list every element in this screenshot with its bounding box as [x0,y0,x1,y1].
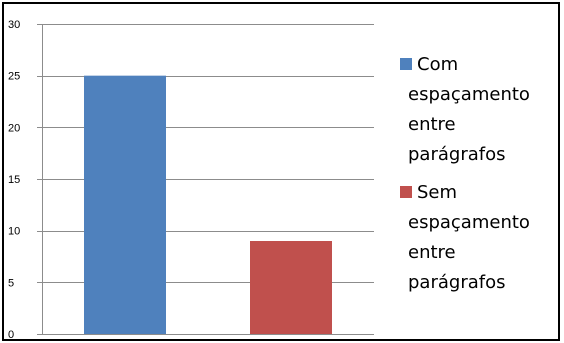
y-tick-label: 15 [8,174,20,186]
y-tick-label: 25 [8,71,20,83]
legend: Com espaçamento entre parágrafos Sem espaçame… [400,54,530,293]
legend-label-line: entre [408,114,456,135]
y-tick-label: 5 [8,277,14,289]
legend-item: Sem espaçamento entre parágrafos [400,182,530,293]
legend-label-line: Com [417,54,458,75]
bar [84,75,166,335]
bar-chart: 0 5 10 15 20 25 30 Com espaçamento entre parágrafo… [8,19,530,341]
legend-label-line: Sem [417,182,457,203]
y-tick-label: 0 [8,329,14,341]
legend-swatch [400,186,412,198]
y-tick-labels: 0 5 10 15 20 25 30 [8,19,20,341]
legend-label-line: espaçamento [408,212,530,233]
y-tick-label: 30 [8,19,20,31]
legend-label-line: parágrafos [408,272,505,293]
legend-label-line: espaçamento [408,84,530,105]
legend-item: Com espaçamento entre parágrafos [400,54,530,165]
chart-frame: 0 5 10 15 20 25 30 Com espaçamento entre parágrafo… [2,2,560,341]
y-tick-label: 10 [8,226,20,238]
legend-label-line: entre [408,242,456,263]
bars [84,75,332,335]
y-tick-label: 20 [8,122,20,134]
bar [250,241,332,334]
legend-label-line: parágrafos [408,144,505,165]
legend-swatch [400,58,412,70]
